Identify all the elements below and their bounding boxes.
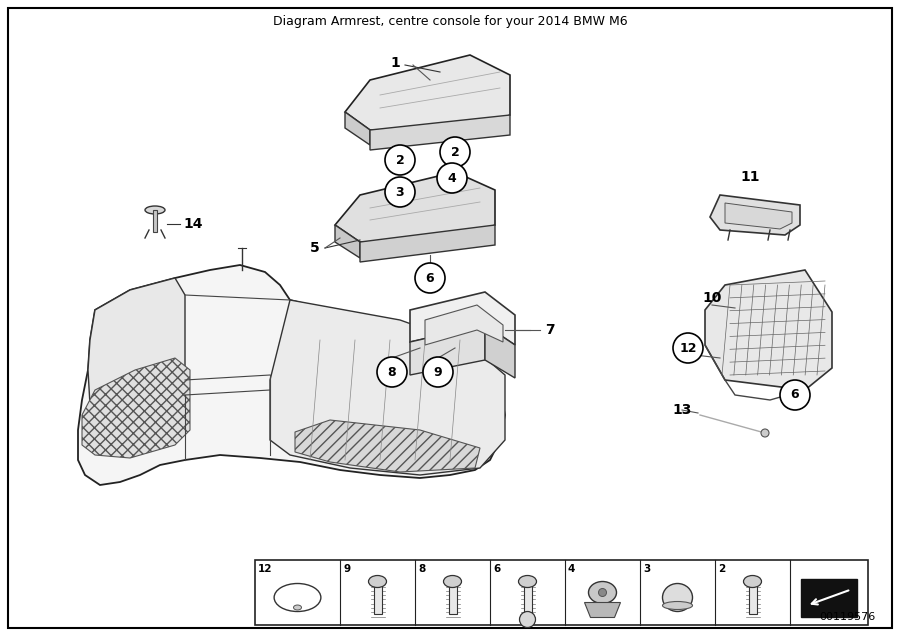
Text: 1: 1 xyxy=(390,56,400,70)
Polygon shape xyxy=(410,325,485,375)
Bar xyxy=(153,210,157,232)
Polygon shape xyxy=(410,292,515,345)
Ellipse shape xyxy=(518,576,536,588)
Circle shape xyxy=(415,263,445,293)
Circle shape xyxy=(673,333,703,363)
Circle shape xyxy=(780,380,810,410)
Text: 6: 6 xyxy=(426,272,435,284)
Polygon shape xyxy=(335,225,360,258)
Polygon shape xyxy=(485,325,515,378)
Ellipse shape xyxy=(662,602,692,609)
Polygon shape xyxy=(295,420,480,472)
Text: 9: 9 xyxy=(434,366,442,378)
Polygon shape xyxy=(88,278,185,415)
Text: 10: 10 xyxy=(702,291,722,305)
Polygon shape xyxy=(705,270,832,390)
Bar xyxy=(448,583,456,614)
Polygon shape xyxy=(360,225,495,262)
Ellipse shape xyxy=(368,576,386,588)
Text: 7: 7 xyxy=(545,323,554,337)
Polygon shape xyxy=(710,195,800,235)
Polygon shape xyxy=(270,300,505,475)
Circle shape xyxy=(440,137,470,167)
Text: 3: 3 xyxy=(643,564,650,574)
Text: 8: 8 xyxy=(418,564,425,574)
Text: Diagram Armrest, centre console for your 2014 BMW M6: Diagram Armrest, centre console for your… xyxy=(273,15,627,29)
Polygon shape xyxy=(345,112,370,145)
Polygon shape xyxy=(370,115,510,150)
Text: 12: 12 xyxy=(258,564,273,574)
Polygon shape xyxy=(425,305,503,345)
Polygon shape xyxy=(725,203,792,229)
Text: 4: 4 xyxy=(447,172,456,184)
Circle shape xyxy=(423,357,453,387)
Polygon shape xyxy=(335,172,495,242)
Polygon shape xyxy=(78,265,505,485)
Ellipse shape xyxy=(743,576,761,588)
Text: 6: 6 xyxy=(493,564,500,574)
Circle shape xyxy=(437,163,467,193)
Bar xyxy=(801,579,857,616)
Text: 5: 5 xyxy=(310,241,320,255)
Circle shape xyxy=(761,429,769,437)
Text: 2: 2 xyxy=(718,564,725,574)
Ellipse shape xyxy=(662,583,692,611)
Polygon shape xyxy=(345,55,510,130)
Bar xyxy=(374,583,382,614)
Ellipse shape xyxy=(293,605,302,610)
Text: 6: 6 xyxy=(791,389,799,401)
Polygon shape xyxy=(82,358,190,458)
Ellipse shape xyxy=(444,576,462,588)
Circle shape xyxy=(385,177,415,207)
Ellipse shape xyxy=(589,581,616,604)
Circle shape xyxy=(519,611,536,628)
Circle shape xyxy=(377,357,407,387)
Polygon shape xyxy=(584,602,620,618)
Circle shape xyxy=(598,588,607,597)
Text: 8: 8 xyxy=(388,366,396,378)
Text: 2: 2 xyxy=(451,146,459,158)
Text: 11: 11 xyxy=(740,170,760,184)
Bar xyxy=(749,583,757,614)
Text: 00119576: 00119576 xyxy=(819,612,875,622)
Bar xyxy=(255,560,868,625)
Text: 9: 9 xyxy=(343,564,350,574)
Circle shape xyxy=(385,145,415,175)
Bar xyxy=(524,583,532,614)
Text: 12: 12 xyxy=(680,342,697,354)
Ellipse shape xyxy=(274,583,321,611)
Text: 4: 4 xyxy=(568,564,575,574)
Text: 3: 3 xyxy=(396,186,404,198)
Text: 2: 2 xyxy=(396,153,404,167)
Text: 13: 13 xyxy=(672,403,692,417)
Ellipse shape xyxy=(145,206,165,214)
Text: 14: 14 xyxy=(184,217,202,231)
